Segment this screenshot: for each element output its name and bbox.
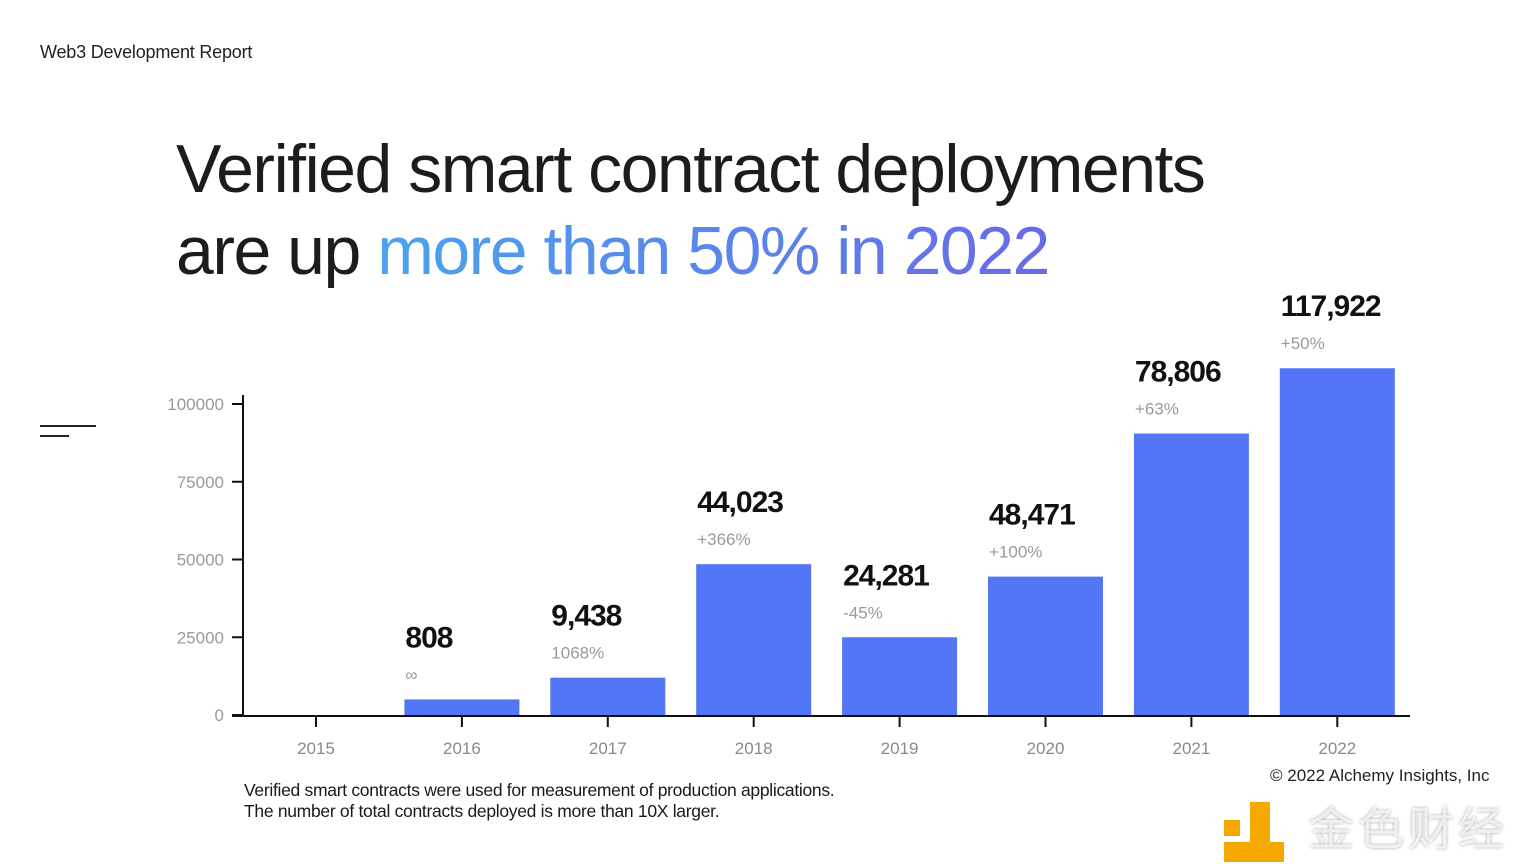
change-label-2018: +366% bbox=[697, 530, 750, 549]
y-tick-label: 100000 bbox=[167, 395, 224, 414]
value-label-2017: 9,438 bbox=[551, 600, 621, 633]
change-label-2019: -45% bbox=[843, 603, 883, 622]
watermark-text: 金色财经 bbox=[1308, 802, 1508, 856]
y-tick-label: 50000 bbox=[177, 551, 224, 570]
title-line2: are up bbox=[176, 213, 378, 289]
bar-2022 bbox=[1279, 368, 1395, 715]
change-label-2017: 1068% bbox=[551, 644, 604, 663]
value-label-2019: 24,281 bbox=[843, 559, 929, 592]
x-tick-label: 2018 bbox=[735, 739, 773, 758]
change-label-2020: +100% bbox=[989, 543, 1042, 562]
title-highlight: more than 50% in 2022 bbox=[377, 213, 1050, 289]
footnote: Verified smart contracts were used for m… bbox=[244, 780, 835, 822]
y-tick-label: 0 bbox=[215, 706, 224, 725]
value-label-2016: 808 bbox=[405, 621, 452, 654]
copyright: © 2022 Alchemy Insights, Inc bbox=[1270, 766, 1490, 785]
bar-2017 bbox=[550, 677, 666, 715]
watermark-logo-mark bbox=[1224, 802, 1284, 862]
page-title: Verified smart contract deployments are … bbox=[176, 128, 1206, 292]
value-label-2018: 44,023 bbox=[697, 486, 783, 519]
bar-2018 bbox=[696, 564, 812, 715]
x-tick-label: 2021 bbox=[1172, 739, 1210, 758]
bar-2019 bbox=[842, 637, 958, 715]
x-tick-label: 2020 bbox=[1027, 739, 1065, 758]
report-name: Web3 Development Report bbox=[40, 42, 253, 62]
change-label-2022: +50% bbox=[1281, 334, 1325, 353]
bar-2020 bbox=[988, 576, 1103, 715]
value-label-2021: 78,806 bbox=[1135, 356, 1221, 389]
bar-2016 bbox=[404, 699, 520, 715]
watermark-logo: 金色财经 bbox=[1222, 798, 1522, 864]
change-label-2021: +63% bbox=[1135, 400, 1179, 419]
value-label-2022: 117,922 bbox=[1281, 290, 1381, 323]
bar-2021 bbox=[1133, 433, 1249, 715]
footnote-line1: Verified smart contracts were used for m… bbox=[244, 780, 835, 800]
x-tick-label: 2019 bbox=[881, 739, 919, 758]
x-tick-label: 2022 bbox=[1318, 739, 1356, 758]
value-label-2020: 48,471 bbox=[989, 499, 1075, 532]
x-tick-label: 2017 bbox=[589, 739, 627, 758]
title-line1: Verified smart contract deployments bbox=[176, 131, 1206, 207]
y-tick-label: 25000 bbox=[177, 628, 224, 647]
change-label-2016: ∞ bbox=[405, 665, 417, 684]
footnote-line2: The number of total contracts deployed i… bbox=[244, 801, 720, 821]
x-tick-label: 2016 bbox=[443, 739, 481, 758]
x-tick-label: 2015 bbox=[297, 739, 335, 758]
y-tick-label: 75000 bbox=[177, 473, 224, 492]
